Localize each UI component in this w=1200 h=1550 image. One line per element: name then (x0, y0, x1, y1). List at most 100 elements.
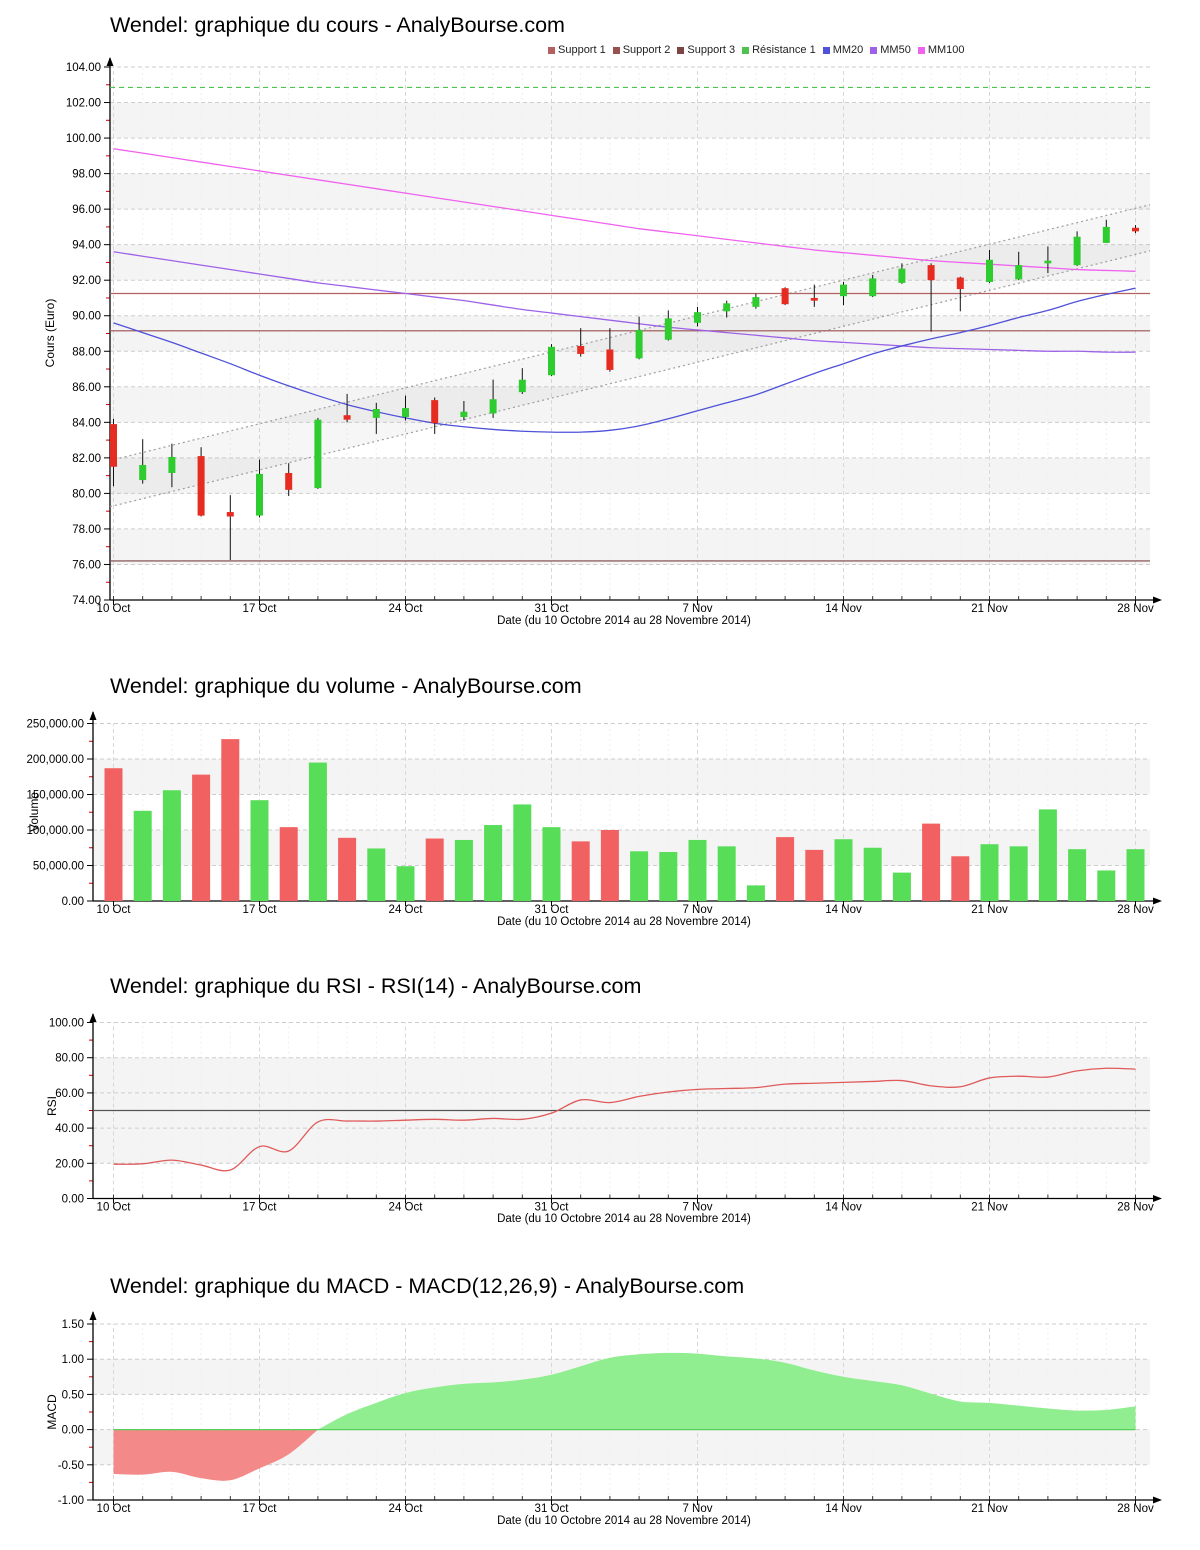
candle-body (1132, 227, 1139, 232)
rsi-chart-title: Wendel: graphique du RSI - RSI(14) - Ana… (110, 974, 642, 998)
candle-body (752, 297, 760, 307)
y-tick-label: 0.50 (62, 1389, 84, 1401)
volume-bar (192, 774, 211, 901)
candle-body (664, 318, 672, 340)
rsi-line (113, 1067, 1136, 1172)
x-tick-label: 31 Oct (535, 1503, 570, 1515)
x-tick-label: 10 Oct (97, 1503, 132, 1515)
volume-bar (951, 856, 970, 901)
x-tick-label: 14 Nov (825, 1202, 862, 1214)
legend-label: MM20 (832, 44, 864, 56)
volume-bar (104, 768, 123, 901)
volume-bar (746, 885, 765, 901)
x-axis-arrow-icon (1153, 897, 1162, 905)
plot-band (111, 528, 1150, 565)
price-x-axis-caption: Date (du 10 Octobre 2014 au 28 Novembre … (497, 615, 751, 627)
volume-chart-plot: 0.00 50,000.00 100,000.00 150,000.00 200,000… (26, 711, 1162, 916)
macd-x-axis-caption: Date (du 10 Octobre 2014 au 28 Novembre … (497, 1515, 751, 1527)
candle-body (1073, 236, 1081, 266)
candle-body (197, 456, 205, 516)
y-tick-label: 76.00 (72, 559, 101, 571)
candle-body (168, 456, 176, 473)
candle-body (372, 409, 380, 418)
candle-body (694, 312, 701, 323)
x-tick-label: 17 Oct (243, 904, 278, 916)
volume-bar (630, 851, 649, 901)
x-tick-label: 14 Nov (825, 904, 862, 916)
y-tick-label: 150,000.00 (26, 790, 84, 802)
legend-item: MM20 (822, 44, 864, 56)
volume-bar (396, 866, 415, 901)
legend-swatch-icon (822, 46, 830, 54)
legend-swatch-icon (917, 46, 925, 54)
candle-body (1044, 260, 1052, 264)
candle-body (1102, 226, 1110, 243)
regression-channel-lower (109, 250, 1151, 508)
candle-body (840, 284, 847, 297)
x-tick-label: 31 Oct (535, 1202, 570, 1214)
volume-bar (162, 790, 181, 901)
y-tick-label: 80.00 (55, 1053, 84, 1065)
candle-body (781, 288, 789, 305)
volume-bar (659, 852, 678, 901)
plot-band (111, 386, 1150, 423)
x-tick-label: 21 Nov (971, 603, 1008, 615)
candle-body (314, 419, 322, 489)
macd-chart-title: Wendel: graphique du MACD - MACD(12,26,9… (110, 1274, 745, 1298)
candle-body (343, 415, 351, 420)
price-chart-plot: 74.00 76.00 78.00 80.00 82.00 84.00 86.00 88.00… (66, 57, 1162, 615)
y-tick-label: 20.00 (55, 1158, 84, 1170)
legend-label: Support 2 (622, 44, 671, 56)
y-tick-label: 250,000.00 (26, 719, 84, 731)
y-tick-label: 60.00 (55, 1088, 84, 1100)
legend-label: MM100 (927, 44, 965, 56)
mm100-line (113, 148, 1136, 272)
candle-body (489, 399, 497, 414)
x-tick-label: 10 Oct (97, 904, 132, 916)
legend-label: Support 1 (558, 44, 606, 56)
candle-body (256, 473, 263, 516)
x-tick-label: 21 Nov (971, 904, 1008, 916)
x-tick-label: 31 Oct (535, 904, 570, 916)
candle-body (810, 297, 818, 301)
candle-body (898, 268, 906, 283)
y-tick-label: 94.00 (72, 240, 101, 252)
x-tick-label: 28 Nov (1117, 603, 1154, 615)
x-tick-label: 21 Nov (971, 1202, 1008, 1214)
legend-item: Support 3 (677, 44, 735, 56)
volume-bar (805, 849, 824, 901)
x-tick-label: 31 Oct (535, 603, 570, 615)
volume-bar (1068, 849, 1087, 901)
volume-bar (717, 846, 736, 901)
candle-body (548, 346, 555, 376)
x-tick-label: 28 Nov (1117, 1503, 1154, 1515)
y-tick-label: 0.00 (62, 1194, 84, 1206)
legend-item: Support 2 (612, 44, 671, 56)
y-tick-label: 40.00 (55, 1123, 84, 1135)
volume-bar (1126, 849, 1145, 901)
plot-band (111, 457, 1150, 494)
y-tick-label: 1.50 (62, 1319, 84, 1331)
candle-body (285, 472, 293, 490)
regression-channel-upper (109, 204, 1151, 462)
volume-bar (338, 837, 357, 901)
y-tick-label: 84.00 (72, 417, 101, 429)
volume-bar (133, 810, 152, 901)
volume-bar (980, 844, 999, 901)
x-tick-label: 10 Oct (97, 603, 132, 615)
x-tick-label: 14 Nov (825, 1503, 862, 1515)
candle-body (927, 265, 935, 281)
volume-bar (1097, 870, 1116, 901)
candle-body (460, 411, 468, 418)
x-tick-label: 7 Nov (682, 904, 712, 916)
volume-bar (892, 872, 911, 901)
candle-body (1015, 265, 1023, 280)
legend-swatch-icon (548, 46, 555, 54)
volume-bar (250, 800, 269, 901)
x-tick-label: 24 Oct (389, 1202, 424, 1214)
candle-body (986, 259, 993, 282)
plot-band (111, 173, 1150, 210)
candle-body (869, 278, 877, 297)
